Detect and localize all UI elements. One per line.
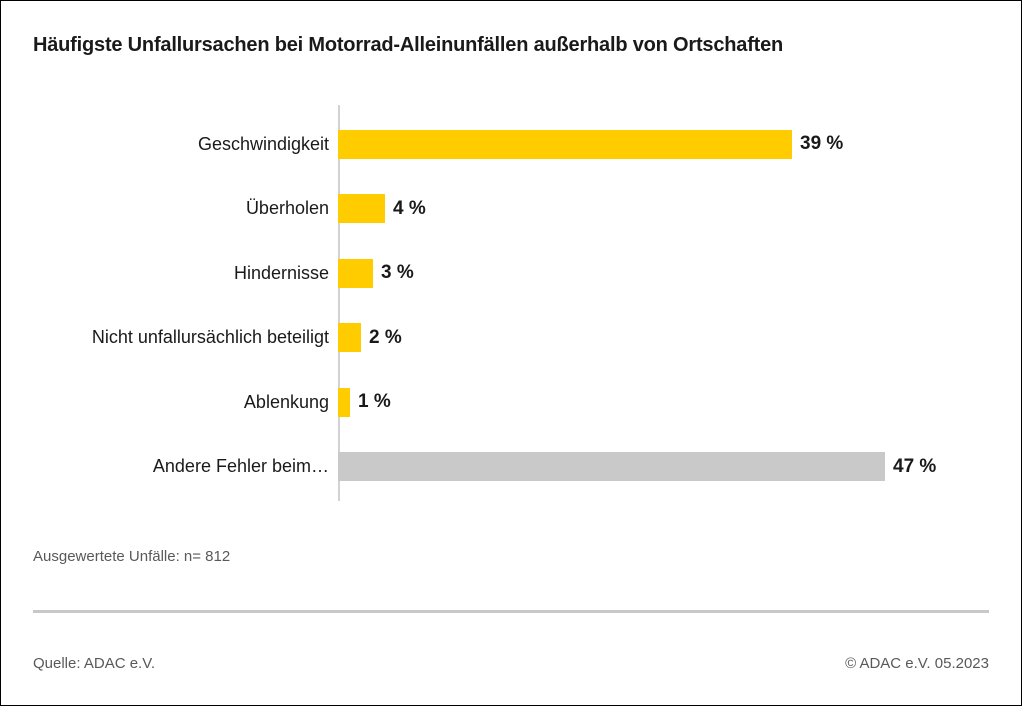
sample-size-note: Ausgewertete Unfälle: n= 812 <box>33 548 231 565</box>
chart-row: Hindernisse 3 % <box>33 241 1011 306</box>
bar <box>338 452 885 482</box>
category-label: Überholen <box>245 198 329 219</box>
footer-divider <box>33 610 989 613</box>
category-label: Ablenkung <box>243 391 329 412</box>
bar <box>338 194 385 224</box>
value-label: 3 % <box>381 262 414 284</box>
category-label: Geschwindigkeit <box>197 133 329 154</box>
copyright-label: © ADAC e.V. 05.2023 <box>845 655 989 672</box>
bar-area: 39 % <box>338 129 844 159</box>
bar <box>338 258 373 288</box>
value-label: 1 % <box>358 391 391 413</box>
bar-area: 2 % <box>338 323 402 353</box>
category-label: Nicht unfallursächlich beteiligt <box>91 327 329 348</box>
chart-rows: Geschwindigkeit 39 % Überholen 4 % Hindernis… <box>33 112 1011 499</box>
chart-row: Überholen 4 % <box>33 177 1011 242</box>
footer: Quelle: ADAC e.V. © ADAC e.V. 05.2023 <box>33 655 989 672</box>
value-label: 2 % <box>369 326 402 348</box>
y-axis-line <box>338 105 340 501</box>
category-label: Hindernisse <box>233 262 329 283</box>
chart-row: Geschwindigkeit 39 % <box>33 112 1011 177</box>
chart-row: Andere Fehler beim… 47 % <box>33 435 1011 500</box>
bar-area: 47 % <box>338 452 937 482</box>
bar-area: 3 % <box>338 258 414 288</box>
bar <box>338 323 361 353</box>
bar-area: 1 % <box>338 387 391 417</box>
bar-area: 4 % <box>338 194 426 224</box>
chart-row: Nicht unfallursächlich beteiligt 2 % <box>33 306 1011 371</box>
bar <box>338 387 350 417</box>
source-label: Quelle: ADAC e.V. <box>33 655 156 672</box>
value-label: 4 % <box>393 197 426 219</box>
bar <box>338 129 792 159</box>
value-label: 47 % <box>893 455 937 477</box>
value-label: 39 % <box>800 133 844 155</box>
chart-title: Häufigste Unfallursachen bei Motorrad-Al… <box>33 34 784 56</box>
chart-row: Ablenkung 1 % <box>33 370 1011 435</box>
category-label: Andere Fehler beim… <box>152 456 329 477</box>
